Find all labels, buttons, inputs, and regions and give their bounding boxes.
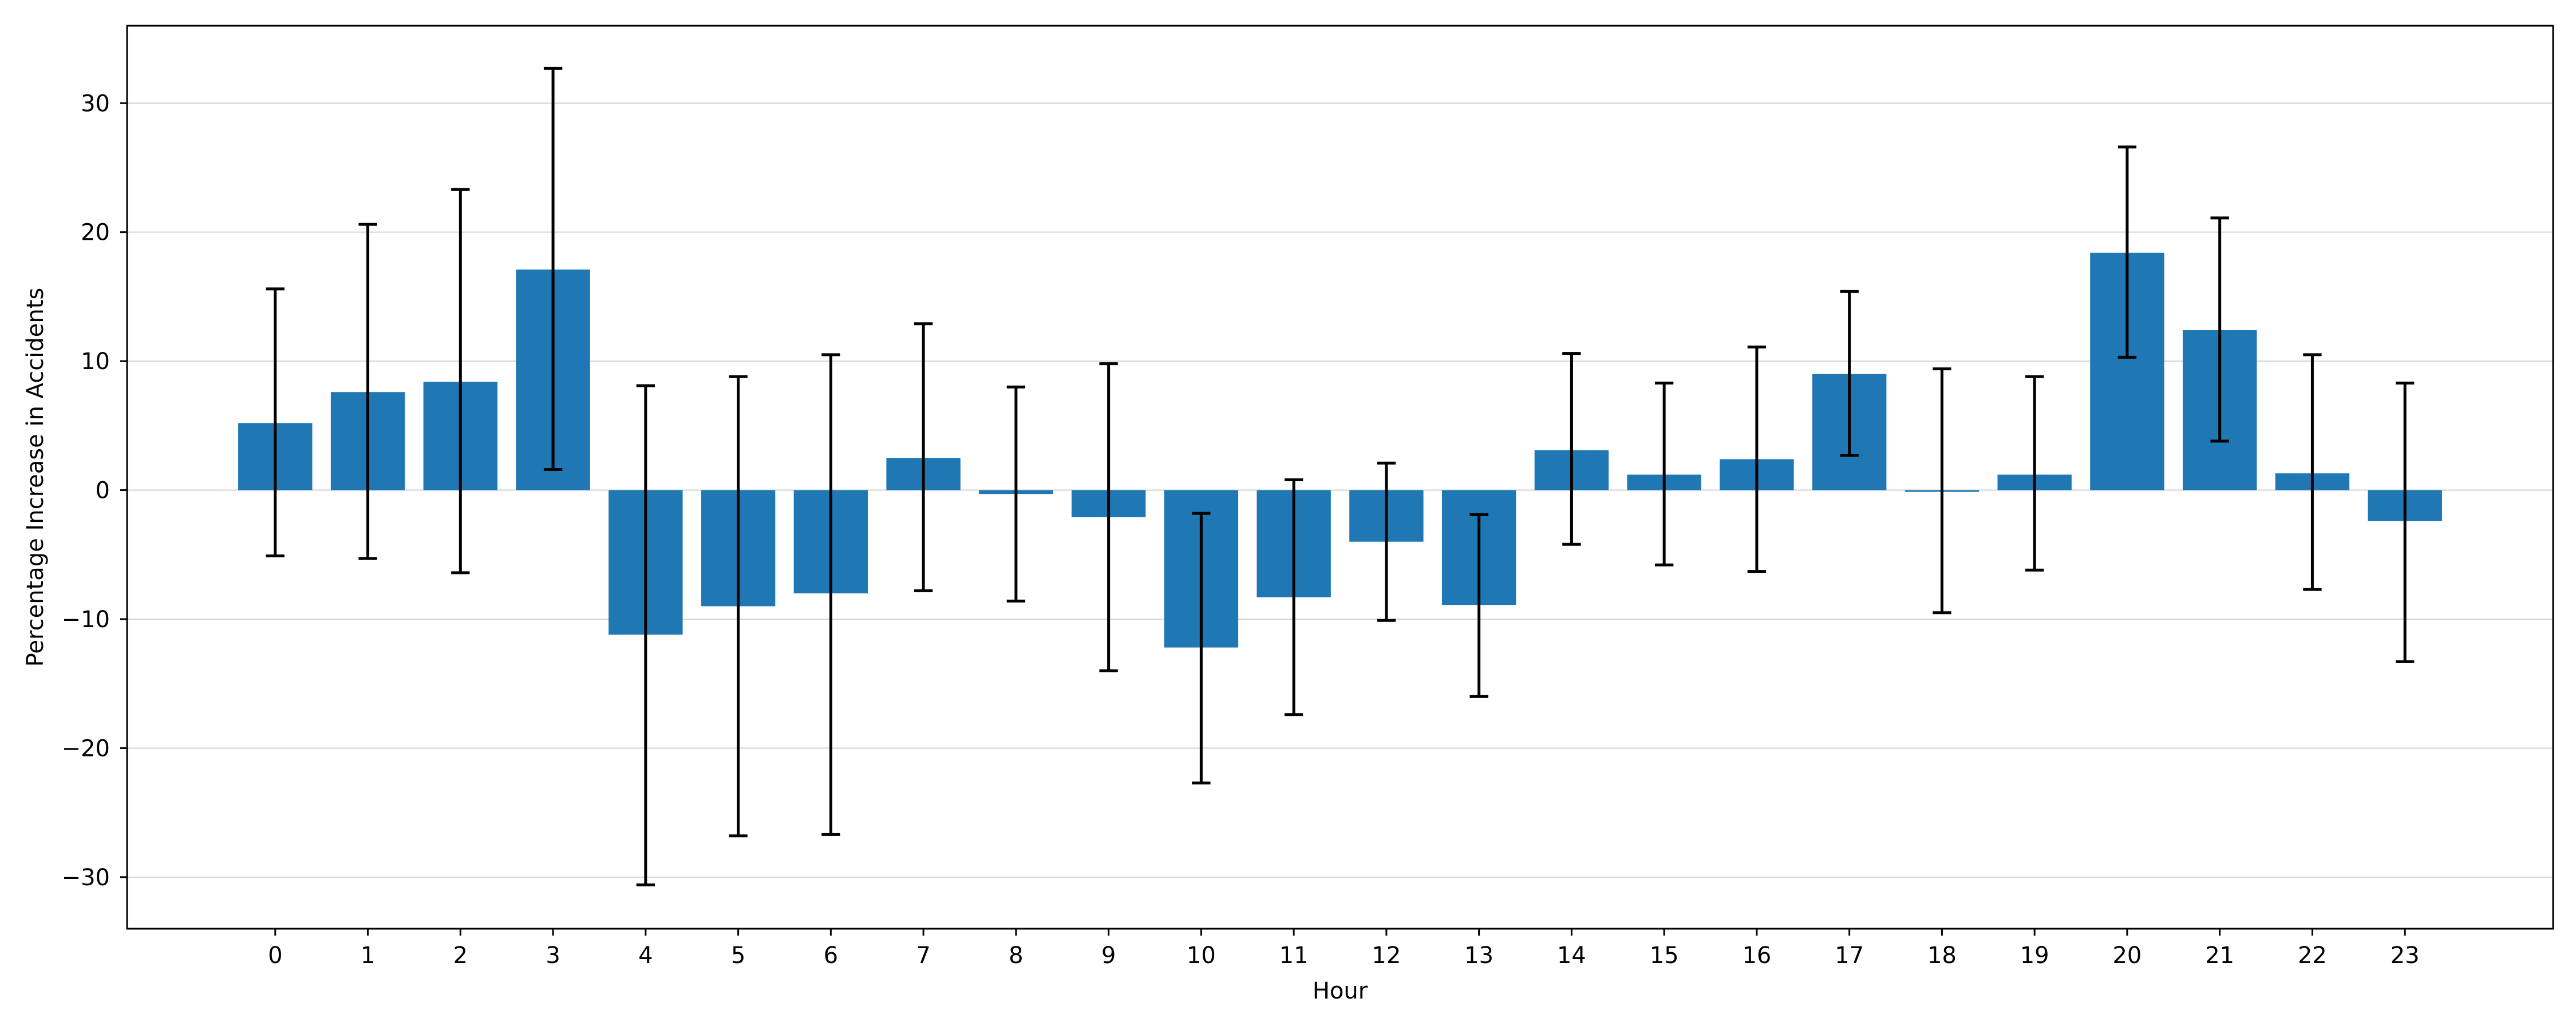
error-bar-hour-19 <box>2025 375 2044 572</box>
x-tick-label: 13 <box>1464 942 1494 969</box>
x-tick-label: 1 <box>361 942 375 969</box>
y-tick-label: −10 <box>62 607 110 633</box>
x-tick-label: 22 <box>2298 942 2327 969</box>
error-bars <box>266 66 2415 886</box>
y-axis-label: Percentage Increase in Accidents <box>22 288 49 667</box>
error-bar-hour-2 <box>451 188 470 575</box>
bars <box>238 252 2442 648</box>
error-bar-hour-9 <box>1099 362 1118 672</box>
y-ticks: −30 −20 −10 0 10 20 30 <box>62 90 127 891</box>
error-bar-hour-13 <box>1469 513 1488 698</box>
x-tick-label: 14 <box>1557 942 1586 969</box>
error-bar-hour-23 <box>2396 381 2415 663</box>
x-axis-label: Hour <box>1313 978 1368 1004</box>
error-bar-hour-8 <box>1006 385 1026 603</box>
error-bar-hour-12 <box>1377 461 1396 622</box>
error-bar-hour-5 <box>729 375 748 838</box>
error-bar-hour-1 <box>358 223 377 560</box>
error-bar-hour-16 <box>1747 345 1767 573</box>
x-tick-label: 16 <box>1742 942 1771 969</box>
error-bar-hour-20 <box>2117 145 2137 359</box>
error-bar-hour-21 <box>2210 216 2229 443</box>
y-tick-label: 0 <box>96 478 110 504</box>
error-bar-hour-3 <box>543 66 563 471</box>
error-bar-hour-11 <box>1284 478 1303 716</box>
error-bar-hour-14 <box>1562 352 1581 546</box>
error-bar-hour-18 <box>1933 367 1951 615</box>
y-tick-label: −20 <box>62 735 110 762</box>
y-tick-label: 20 <box>81 220 110 246</box>
plot-frame <box>126 25 2554 930</box>
y-tick-label: 10 <box>81 348 110 375</box>
x-tick-label: 9 <box>1101 942 1116 969</box>
y-tick-label: 30 <box>81 90 110 117</box>
x-tick-label: 2 <box>453 942 468 969</box>
x-tick-label: 10 <box>1187 942 1216 969</box>
error-bar-hour-4 <box>636 384 655 886</box>
error-bar-hour-7 <box>914 322 933 592</box>
x-tick-label: 17 <box>1835 942 1864 969</box>
error-bar-hour-22 <box>2303 353 2322 591</box>
x-tick-label: 23 <box>2391 942 2420 969</box>
x-tick-label: 15 <box>1650 942 1679 969</box>
x-tick-label: 18 <box>1927 942 1957 969</box>
x-tick-label: 5 <box>731 942 745 969</box>
error-bar-hour-10 <box>1192 512 1211 785</box>
x-tick-label: 20 <box>2112 942 2142 969</box>
x-tick-label: 21 <box>2205 942 2234 969</box>
x-tick-label: 19 <box>2020 942 2049 969</box>
y-tick-label: −30 <box>62 865 110 891</box>
x-tick-label: 11 <box>1279 942 1309 969</box>
x-tick-label: 0 <box>268 942 282 969</box>
error-bar-hour-17 <box>1840 290 1859 457</box>
x-tick-label: 6 <box>824 942 838 969</box>
x-tick-label: 3 <box>546 942 560 969</box>
error-bar-hour-15 <box>1654 381 1674 566</box>
x-tick-label: 12 <box>1372 942 1401 969</box>
x-tick-label: 8 <box>1009 942 1023 969</box>
error-bar-hour-6 <box>821 353 840 836</box>
x-tick-label: 4 <box>638 942 653 969</box>
x-ticks: 0 1 2 3 4 5 6 7 8 9 10 11 12 13 14 15 16 17 18 19 20 21 22 23 <box>268 929 2420 969</box>
error-bar-hour-0 <box>266 287 285 558</box>
x-tick-label: 7 <box>916 942 930 969</box>
